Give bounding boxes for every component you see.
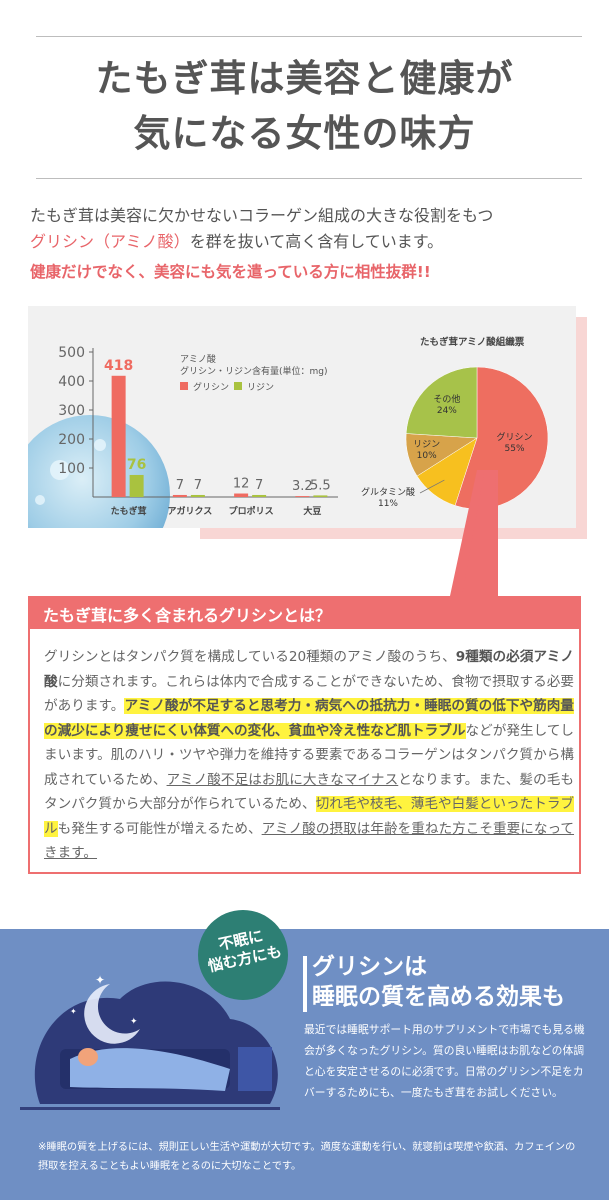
intro-line2: グリシン（アミノ酸）を群を抜いて高く含有しています。 — [30, 230, 590, 254]
pie-slice-percent: 11% — [378, 499, 398, 509]
gel-bubble-dot — [50, 460, 70, 480]
glycine-panel: たもぎ茸に多く含まれるグリシンとは？ グリシンとはタンパク質を構成している20種… — [28, 596, 581, 874]
bar-y-tick-label: 300 — [58, 403, 85, 419]
glycine-text-2: に分類されます。これらは体内で合成することができないため、食物で摂取する必要があ… — [44, 673, 575, 715]
sleep-title: グリシンは睡眠の質を高める効果も — [312, 952, 565, 1012]
bar-glycine — [234, 493, 249, 497]
sleep-description: 最近では睡眠サポート用のサプリメントで市場でも見る機会が多くなったグリシン。質の… — [304, 1023, 585, 1099]
glycine-bold-essential: 9種類の必須アミノ酸 — [44, 649, 574, 690]
intro-emphasis: 健康だけでなく、美容にも気を遣っている方に相性抜群!! — [30, 263, 431, 281]
insomnia-badge — [198, 910, 288, 1000]
glycine-text-4: となります。また、髪の毛もタンパク質から大部分が作られているため、 — [44, 771, 575, 813]
star-icon: ✦ — [130, 1017, 138, 1027]
bar-value-label: 7 — [176, 478, 184, 493]
legend-swatch-lysine — [234, 382, 242, 390]
bar-glycine — [295, 496, 310, 497]
pie-slice-label: グリシン — [497, 431, 533, 443]
gel-bubble-mask — [0, 528, 200, 588]
intro-line1: たもぎ茸は美容に欠かせないコラーゲン組成の大きな役割をもつ — [30, 206, 494, 225]
pointer-triangle-core — [462, 474, 496, 596]
sleep-title-bar — [303, 956, 307, 1012]
bar-value-label: 76 — [127, 457, 146, 473]
glycine-underline-1: アミノ酸不足はお肌に大きなマイナス — [166, 771, 399, 788]
legend-swatch-glycine — [180, 382, 188, 390]
pie-slice — [405, 366, 478, 439]
legend-label-glycine: グリシン — [193, 381, 229, 393]
star-icon: ✦ — [70, 1007, 77, 1016]
bar-value-label: 7 — [255, 478, 263, 493]
intro-line2-rest: を群を抜いて高く含有しています。 — [189, 232, 444, 251]
bar-value-label: 5.5 — [310, 478, 331, 493]
bar-value-label: 418 — [104, 358, 133, 374]
glycine-text-5: も発生する可能性が増えるため、 — [57, 820, 262, 837]
pie-slice-percent: 24% — [437, 406, 457, 416]
top-divider — [36, 36, 582, 37]
bar-chart-subtitle: グリシン・リジン含有量(単位：mg) — [180, 365, 328, 377]
sleep-title-line1: グリシンは — [312, 954, 427, 980]
bar-y-tick-label: 100 — [58, 461, 85, 477]
bar-lysine — [129, 474, 144, 497]
glycine-panel-header: たもぎ茸に多く含まれるグリシンとは？ — [30, 598, 579, 629]
bar-value-label: 3.2 — [292, 479, 313, 494]
headline-line1: たもぎ茸は美容と健康が — [95, 57, 514, 100]
pie-slice-label: リジン — [413, 440, 440, 450]
bar-glycine — [111, 375, 126, 497]
bar-value-label: 7 — [194, 478, 202, 493]
sleep-footnote: ※睡眠の質を上げるには、規則正しい生活や運動が大切です。適度な運動を行い、就寝前… — [38, 1142, 576, 1172]
moon-icon — [84, 984, 140, 1044]
bar-y-tick-label: 500 — [58, 345, 85, 361]
legend-label-lysine: リジン — [247, 383, 274, 393]
bar-category-label: 大豆 — [303, 505, 321, 517]
bottom-divider — [36, 178, 582, 179]
gel-bubble-mask-left — [0, 400, 28, 530]
intro-glycine-highlight: グリシン（アミノ酸） — [30, 232, 190, 251]
bar-lysine — [313, 495, 328, 497]
pie-slice-label: その他 — [433, 393, 460, 405]
bar-chart-title: アミノ酸 — [180, 354, 216, 365]
pie-leader-line — [419, 479, 445, 494]
floor-line — [20, 1107, 280, 1110]
pie-chart-title: たもぎ茸アミノ酸組織票 — [420, 336, 525, 348]
glycine-panel-title: たもぎ茸に多く含まれるグリシンとは？ — [43, 606, 332, 625]
glycine-text-3: などが発生してしまいます。肌のハリ・ツヤや弾力を維持する要素であるコラーゲンはタ… — [44, 722, 574, 788]
bar-category-label: アガリクス — [168, 505, 213, 517]
glycine-underline-2: アミノ酸の摂取は年齢を重ねた方こそ重要になってきます。 — [44, 820, 575, 862]
gel-bubble-dot — [94, 439, 106, 451]
star-icon: ✦ — [95, 973, 105, 987]
bar-category-label: プロポリス — [229, 505, 274, 517]
glycine-panel-body: グリシンとはタンパク質を構成している20種類のアミノ酸のうち、9種類の必須アミノ… — [44, 645, 574, 866]
bar-lysine — [190, 494, 205, 497]
bar-glycine — [172, 494, 187, 497]
blanket — [70, 1048, 230, 1091]
gel-bubble-dot — [35, 495, 45, 505]
bar-value-label: 12 — [233, 477, 250, 492]
sleep-illustration: ✦ ✦ ✦ — [20, 973, 280, 1110]
sleeping-head — [78, 1048, 98, 1066]
bar-lysine — [252, 494, 267, 497]
sleep-title-line2: 睡眠の質を高める効果も — [312, 984, 565, 1010]
nightstand — [238, 1047, 272, 1091]
bar-category-label: たもぎ茸 — [111, 505, 147, 517]
bar-y-tick-label: 200 — [58, 432, 85, 448]
bar-y-tick-label: 400 — [58, 374, 85, 390]
glycine-text-1: グリシンとはタンパク質を構成している20種類のアミノ酸のうち、 — [44, 649, 456, 665]
pie-slice-percent: 55% — [505, 444, 525, 454]
headline-line2: 気になる女性の味方 — [133, 112, 476, 155]
pie-slice-label: グルタミン酸 — [361, 486, 415, 498]
pie-slice-percent: 10% — [417, 451, 437, 461]
